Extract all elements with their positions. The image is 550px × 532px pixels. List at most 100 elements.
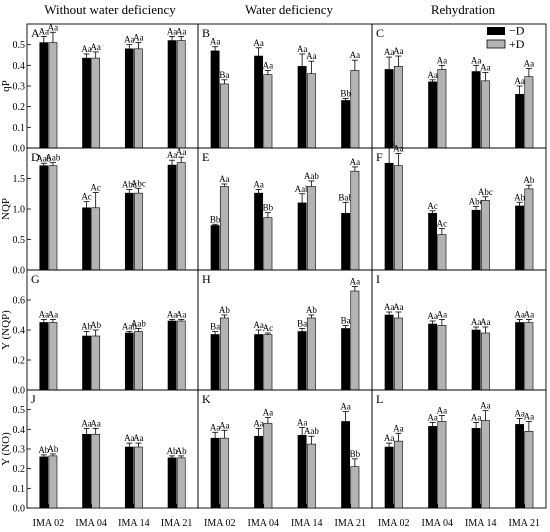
y-axis-label: Y (NQP): [0, 310, 12, 350]
panels-grid: 0.00.10.20.30.40.5AaAaAaAaAaAaAaAaAAaBaA…: [13, 22, 547, 515]
x-tick-label: IMA 04: [248, 518, 279, 529]
bar-plus-d: [437, 69, 447, 149]
sig-label-minus-d: Aa: [167, 310, 178, 320]
bar-minus-d: [124, 446, 134, 509]
sig-label-minus-d: Aa: [471, 55, 482, 65]
bar-minus-d: [167, 164, 177, 271]
sig-label-plus-d: Aa: [350, 50, 361, 60]
sig-label-minus-d: Ba: [297, 319, 307, 329]
bar-plus-d: [350, 170, 360, 271]
sig-label-minus-d: Aa: [427, 412, 438, 422]
bar-plus-d: [480, 420, 490, 509]
y-tick-label: 0.5: [13, 405, 26, 416]
sig-label-plus-d: Aa: [393, 302, 404, 312]
sig-label-plus-d: Abc: [478, 187, 493, 197]
sig-label-minus-d: Aa: [297, 417, 308, 427]
legend-swatch-plus-d: [486, 39, 506, 49]
sig-label-plus-d: Aa: [263, 61, 274, 71]
legend-label-minus-d: −D: [509, 24, 525, 38]
panel-e: Bb Aa Aa Bb Aab Aab Bab Aa E: [197, 147, 373, 271]
sig-label-minus-d: Aa: [39, 26, 50, 36]
panel-letter: C: [376, 26, 384, 40]
bar-minus-d: [341, 328, 351, 391]
bar-plus-d: [524, 430, 534, 509]
sig-label-minus-d: Aa: [210, 37, 221, 47]
bar-plus-d: [437, 234, 447, 271]
sig-label-plus-d: Aa: [393, 46, 404, 56]
sig-label-plus-d: Aa: [90, 42, 101, 52]
bar-plus-d: [480, 80, 490, 149]
x-tick-label: IMA 14: [465, 518, 496, 529]
sig-label-minus-d: Aab: [122, 322, 137, 332]
bar-minus-d: [82, 57, 91, 149]
y-axis-labels: qP NQP Y (NQP) Y (NO): [0, 80, 12, 466]
sig-label-plus-d: Aa: [176, 26, 187, 36]
sig-label-plus-d: Aa: [393, 423, 404, 433]
x-tick-label: IMA 02: [204, 518, 235, 529]
bar-plus-d: [134, 331, 143, 391]
bar-minus-d: [82, 335, 91, 391]
sig-label-plus-d: Ab: [219, 305, 230, 315]
sig-label-minus-d: Ba: [341, 316, 351, 326]
y-tick-label: 0.0: [13, 144, 26, 155]
bar-minus-d: [167, 40, 177, 149]
bar-plus-d: [91, 335, 101, 391]
sig-label-plus-d: Aa: [524, 411, 535, 421]
sig-label-plus-d: Aa: [480, 401, 491, 411]
sig-label-minus-d: Aa: [210, 422, 221, 432]
y-tick-label: 0.4: [13, 61, 26, 72]
bar-minus-d: [471, 209, 481, 271]
y-tick-label: 1.0: [13, 205, 26, 216]
bar-minus-d: [384, 69, 394, 149]
bar-plus-d: [524, 76, 534, 149]
bar-minus-d: [167, 320, 177, 391]
sig-label-plus-d: Bb: [350, 449, 361, 459]
bar-minus-d: [341, 100, 351, 149]
column-title-0: Without water deficiency: [44, 2, 176, 17]
x-tick-label: IMA 02: [33, 518, 64, 529]
y-tick-label: 0.1: [13, 123, 26, 134]
sig-label-minus-d: Aa: [471, 317, 482, 327]
bar-minus-d: [254, 192, 264, 271]
bar-plus-d: [176, 457, 186, 509]
bar-plus-d: [393, 440, 403, 509]
sig-label-minus-d: Aab: [36, 153, 51, 163]
y-tick-label: 0.0: [13, 504, 26, 515]
bar-minus-d: [124, 192, 134, 271]
panel-letter: G: [31, 272, 40, 286]
bar-plus-d: [48, 322, 58, 391]
sig-label-plus-d: Ab: [523, 175, 534, 185]
bar-plus-d: [263, 423, 273, 509]
sig-label-plus-d: Ab: [90, 320, 101, 330]
bar-minus-d: [297, 202, 307, 271]
sig-label-plus-d: Aa: [306, 51, 317, 61]
sig-label-minus-d: Aa: [514, 409, 525, 419]
bar-plus-d: [176, 320, 186, 391]
bar-minus-d: [297, 66, 307, 149]
x-tick-label: IMA 21: [335, 518, 366, 529]
column-titles: Without water deficiency Water deficienc…: [44, 2, 495, 17]
bar-minus-d: [297, 434, 307, 509]
bar-plus-d: [176, 162, 186, 271]
y-tick-label: 0.5: [13, 235, 26, 246]
y-tick-label: 0.3: [13, 445, 26, 456]
bar-minus-d: [515, 205, 525, 271]
panel-letter: K: [202, 392, 211, 406]
sig-label-plus-d: Aa: [263, 408, 274, 418]
column-title-2: Rehydration: [431, 2, 496, 17]
y-tick-label: 0.4: [13, 326, 26, 337]
bar-plus-d: [134, 192, 143, 271]
sig-label-minus-d: Aa: [384, 302, 395, 312]
sig-label-plus-d: Aa: [480, 317, 491, 327]
bar-plus-d: [134, 48, 143, 149]
y-tick-label: 0.1: [13, 484, 26, 495]
sig-label-minus-d: Ba: [210, 322, 220, 332]
bar-minus-d: [167, 457, 177, 509]
bar-minus-d: [210, 50, 220, 149]
y-tick-label: 0.0: [13, 266, 26, 277]
x-tick-label: IMA 14: [118, 518, 149, 529]
bar-plus-d: [524, 322, 534, 391]
y-tick-label: 1.5: [13, 174, 26, 185]
